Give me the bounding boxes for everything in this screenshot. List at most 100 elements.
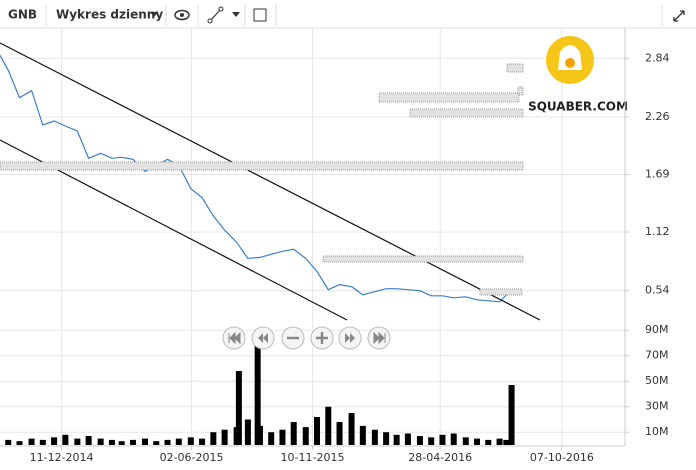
icon[interactable] <box>373 331 386 345</box>
x-tick-label: 07-10-2016 <box>530 451 594 464</box>
volume-bar <box>383 432 390 445</box>
rect-tool[interactable] <box>253 8 267 22</box>
volume-bar <box>348 413 355 445</box>
eye[interactable] <box>174 9 190 21</box>
pupil[interactable] <box>180 13 184 17</box>
y-tick-label: 10M <box>645 425 669 438</box>
symbol[interactable]: GNB <box>8 8 37 22</box>
eye-icon[interactable] <box>174 9 190 21</box>
volume-bar <box>325 406 332 445</box>
draw-dot[interactable] <box>207 18 213 24</box>
zone <box>517 86 524 96</box>
volume-bar <box>314 416 321 445</box>
y-tick-label: 50M <box>645 374 669 387</box>
volume-bar <box>210 432 217 445</box>
toolbar: GNB Wykres dzienny <box>0 0 696 29</box>
dropdown-arrow[interactable] <box>232 12 240 17</box>
zone <box>409 108 524 118</box>
volume-bar <box>108 439 115 445</box>
volume-bar <box>279 429 286 445</box>
volume-bar <box>16 441 23 445</box>
icon[interactable] <box>316 332 328 344</box>
volume-bar <box>416 436 423 445</box>
draw-dot[interactable] <box>218 6 224 12</box>
y-tick-label: 30M <box>645 400 669 413</box>
grid <box>0 28 625 446</box>
volume-bar <box>129 439 136 445</box>
logo-bell <box>565 58 575 68</box>
zone <box>479 288 523 296</box>
volume-bar <box>256 425 263 445</box>
volume-bar <box>439 434 446 445</box>
volume-bar <box>187 437 194 445</box>
volume-bar <box>428 437 435 445</box>
volume-bar <box>164 439 171 445</box>
zone <box>378 92 520 103</box>
volume-bar <box>39 439 46 445</box>
plot <box>0 55 515 445</box>
y-tick-label: 2.26 <box>645 110 670 123</box>
volume-bar <box>359 425 366 445</box>
logo: SQUABER.COM <box>528 36 628 114</box>
volume-bar <box>268 432 275 445</box>
interval[interactable]: Wykres dzienny <box>56 8 163 22</box>
volume-bar <box>503 439 510 445</box>
volume-bar <box>175 438 182 445</box>
x-tick-label: 28-04-2016 <box>408 451 472 464</box>
x-tick-label: 02-06-2015 <box>160 451 224 464</box>
volume-bar <box>371 429 378 445</box>
dropdown-arrow[interactable] <box>150 12 158 17</box>
logo-text: SQUABER.COM <box>528 100 628 114</box>
volume-bar <box>336 422 343 445</box>
volume-bar <box>235 371 242 445</box>
annotations <box>0 42 541 321</box>
volume-bar <box>85 436 92 445</box>
volume-bar <box>302 427 309 445</box>
volume-bar <box>496 438 503 445</box>
volume-bar <box>28 438 35 445</box>
volume-bar <box>97 438 104 445</box>
volume-bar <box>62 434 69 445</box>
volume-bar <box>450 433 457 445</box>
expand-icon[interactable] <box>673 10 685 22</box>
volume-bar <box>462 437 469 445</box>
toolbar-bg <box>0 0 696 28</box>
volume-bar <box>254 345 261 445</box>
channel-line <box>0 42 541 321</box>
volume-bar <box>141 438 148 445</box>
volume-bar <box>199 438 206 445</box>
volume-bar <box>5 439 12 445</box>
zone <box>506 63 524 73</box>
y-tick-label: 1.12 <box>645 225 670 238</box>
icon[interactable] <box>345 333 355 343</box>
y-tick-label: 2.84 <box>645 51 670 64</box>
y-tick-label: 90M <box>645 323 669 336</box>
zone <box>322 255 524 263</box>
icon[interactable] <box>228 331 241 345</box>
volume-bar <box>485 439 492 445</box>
volume-bar <box>51 437 58 445</box>
x-tick-label: 11-12-2014 <box>30 451 94 464</box>
draw-tool[interactable] <box>207 6 240 24</box>
draw-line[interactable] <box>209 8 222 22</box>
volume-bar <box>153 441 160 445</box>
volume-bar <box>290 422 297 445</box>
icon[interactable] <box>258 333 268 343</box>
volume-bar <box>393 434 400 445</box>
y-tick-label: 70M <box>645 349 669 362</box>
y-tick-label: 1.69 <box>645 168 670 181</box>
volume-bar <box>508 385 515 445</box>
zone <box>0 161 524 171</box>
x-tick-label: 10-11-2015 <box>281 451 345 464</box>
volume-bar <box>118 441 125 445</box>
volume-bar <box>74 438 81 445</box>
logo-duck <box>558 45 582 70</box>
y-tick-label: 0.54 <box>645 284 670 297</box>
volume-bar <box>221 429 228 445</box>
zoom-controls <box>222 326 391 350</box>
volume-bar <box>474 438 481 445</box>
volume-bar <box>244 419 251 445</box>
volume-bar <box>404 433 411 445</box>
price-line <box>0 55 513 303</box>
